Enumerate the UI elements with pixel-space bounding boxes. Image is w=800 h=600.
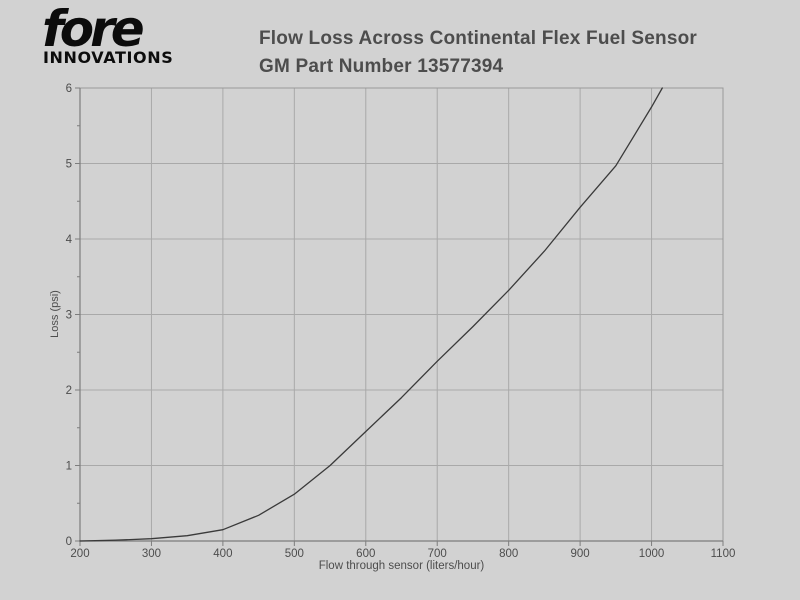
y-tick-label: 1 bbox=[66, 461, 72, 473]
x-tick-label: 800 bbox=[499, 548, 518, 560]
chart-title-line1: Flow Loss Across Continental Flex Fuel S… bbox=[259, 28, 697, 49]
y-tick-label: 0 bbox=[66, 536, 72, 548]
logo-wordmark: fore bbox=[42, 0, 145, 58]
y-tick-label: 2 bbox=[66, 385, 72, 397]
y-tick-label: 5 bbox=[66, 159, 72, 171]
chart-title: Flow Loss Across Continental Flex Fuel S… bbox=[259, 25, 697, 81]
x-tick-label: 600 bbox=[356, 548, 375, 560]
x-axis-title: Flow through sensor (liters/hour) bbox=[318, 560, 485, 572]
y-tick-label: 4 bbox=[66, 234, 73, 246]
x-tick-label: 1000 bbox=[639, 548, 665, 560]
x-tick-label: 1100 bbox=[711, 548, 736, 560]
y-tick-label: 6 bbox=[66, 83, 72, 95]
chart-title-line2: GM Part Number 13577394 bbox=[259, 56, 504, 77]
x-tick-label: 500 bbox=[285, 548, 304, 560]
x-tick-label: 200 bbox=[70, 548, 89, 560]
fore-innovations-logo: fore INNOVATIONS bbox=[42, 2, 173, 67]
x-tick-label: 700 bbox=[428, 548, 447, 560]
logo-subtitle: INNOVATIONS bbox=[43, 48, 174, 67]
y-axis-title: Loss (psi) bbox=[49, 290, 61, 338]
x-tick-label: 400 bbox=[213, 548, 232, 560]
y-tick-label: 3 bbox=[66, 310, 72, 322]
x-tick-label: 900 bbox=[571, 548, 590, 560]
flow-loss-curve bbox=[79, 87, 663, 542]
x-tick-label: 300 bbox=[142, 548, 161, 560]
